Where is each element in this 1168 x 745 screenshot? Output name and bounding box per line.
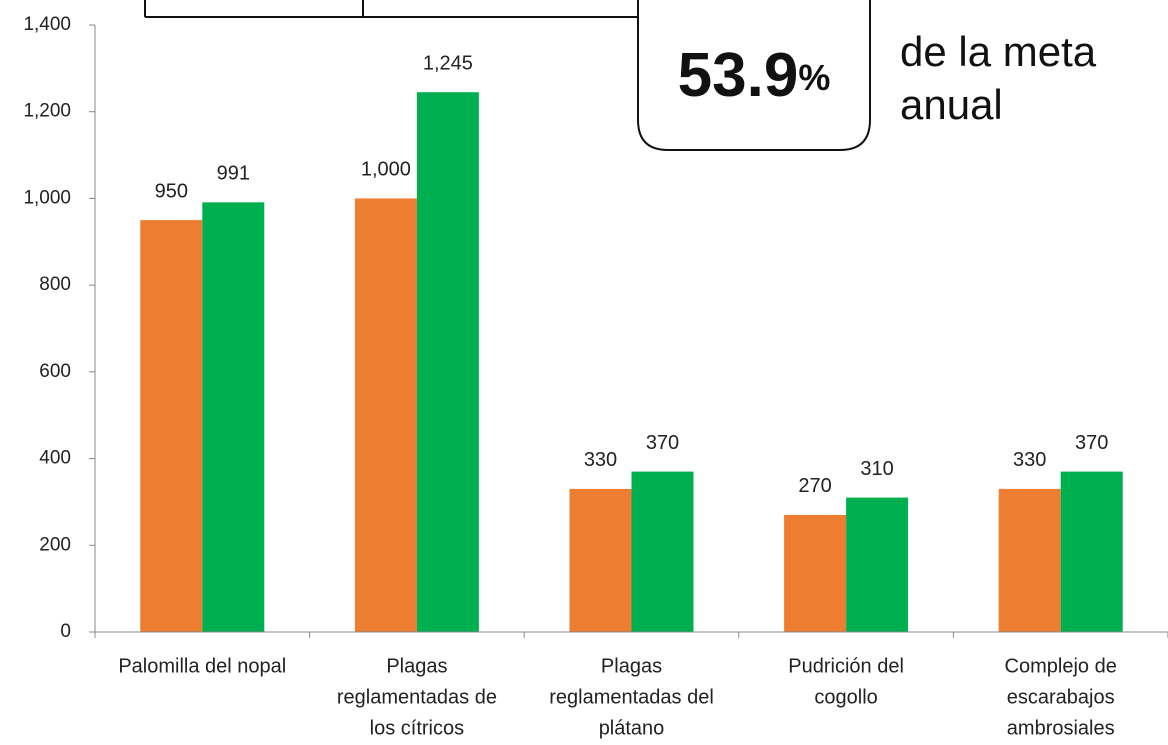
x-tick-label: plátano bbox=[599, 717, 665, 739]
bar bbox=[202, 202, 265, 632]
bar bbox=[140, 220, 203, 632]
bar bbox=[784, 514, 847, 632]
y-tick-label: 400 bbox=[39, 448, 71, 469]
value-label: 330 bbox=[584, 449, 617, 471]
table-overlay bbox=[144, 0, 871, 151]
value-label: 991 bbox=[217, 163, 250, 185]
y-tick-label: 1,200 bbox=[23, 101, 71, 122]
y-tick-label: 600 bbox=[39, 361, 71, 382]
value-label: 330 bbox=[1013, 449, 1046, 471]
x-tick-label: Palomilla del nopal bbox=[118, 655, 286, 677]
bar bbox=[846, 497, 909, 632]
value-label: 370 bbox=[1075, 432, 1108, 454]
value-label: 950 bbox=[155, 180, 188, 202]
bar bbox=[1060, 471, 1123, 632]
highlight-unit: % bbox=[798, 57, 830, 98]
value-label: 370 bbox=[646, 432, 679, 454]
highlight-text: de la meta bbox=[900, 28, 1097, 75]
x-tick-label: reglamentadas del bbox=[549, 686, 714, 708]
bar bbox=[998, 488, 1061, 632]
y-tick-label: 1,400 bbox=[23, 14, 71, 35]
y-tick-label: 800 bbox=[39, 274, 71, 295]
x-tick-label: escarabajos bbox=[1007, 686, 1115, 708]
x-tick-label: cogollo bbox=[814, 686, 877, 708]
highlight-text: anual bbox=[900, 81, 1003, 128]
x-tick-label: Plagas bbox=[601, 655, 662, 677]
bar bbox=[416, 92, 479, 633]
x-tick-label: Complejo de bbox=[1005, 655, 1117, 677]
y-tick-label: 0 bbox=[60, 621, 71, 642]
y-tick-label: 1,000 bbox=[23, 187, 71, 208]
x-tick-label: reglamentadas de bbox=[337, 686, 497, 708]
x-tick-label: los cítricos bbox=[370, 717, 464, 739]
value-label: 310 bbox=[860, 458, 893, 480]
value-label: 1,245 bbox=[423, 52, 473, 74]
x-tick-label: Pudrición del bbox=[788, 655, 904, 677]
x-tick-label: ambrosiales bbox=[1007, 717, 1115, 739]
highlight-value: 53.9% bbox=[678, 41, 831, 110]
value-label: 1,000 bbox=[361, 159, 411, 181]
bar bbox=[569, 488, 632, 632]
x-tick-label: Plagas bbox=[386, 655, 447, 677]
highlight-number: 53.9 bbox=[678, 41, 799, 110]
y-tick-label: 200 bbox=[39, 534, 71, 555]
value-label: 270 bbox=[798, 475, 831, 497]
bar bbox=[631, 471, 694, 632]
bar bbox=[354, 198, 417, 632]
